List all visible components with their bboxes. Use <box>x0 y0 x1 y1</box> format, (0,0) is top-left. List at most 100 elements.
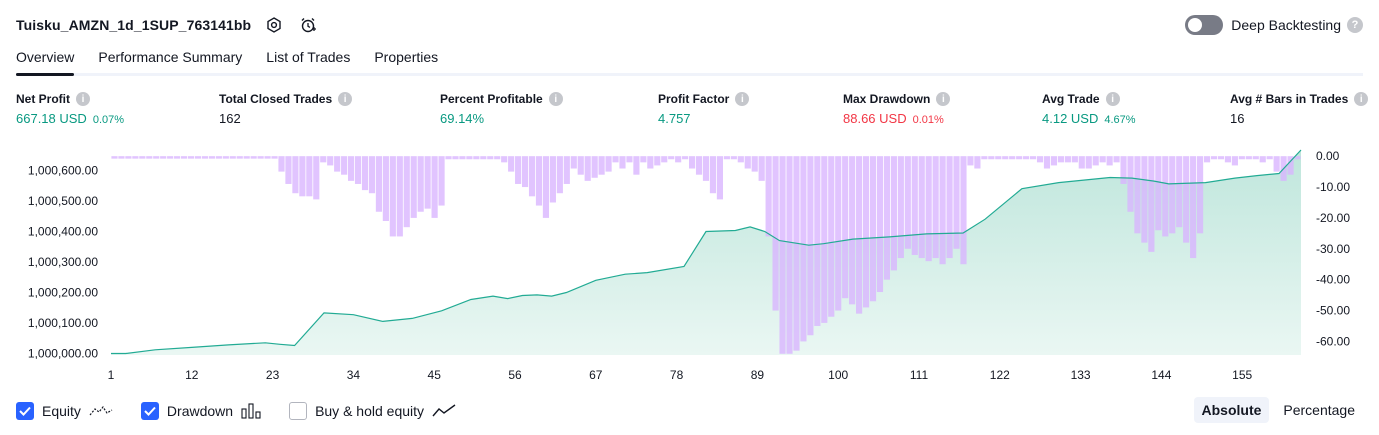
drawdown-bar <box>341 156 348 175</box>
left-axis-tick-label: 1,000,200.00 <box>28 286 98 300</box>
info-icon[interactable]: i <box>548 92 563 106</box>
info-icon[interactable]: i <box>1354 92 1369 106</box>
tab-overview[interactable]: Overview <box>16 46 75 76</box>
right-axis-tick-label: -40.00 <box>1316 273 1350 287</box>
drawdown-bar <box>723 156 730 160</box>
drawdown-bar <box>695 156 703 175</box>
drawdown-bar <box>243 156 250 159</box>
drawdown-bar <box>856 156 863 314</box>
info-icon[interactable]: i <box>936 92 951 106</box>
x-axis-tick-label: 89 <box>751 368 765 382</box>
max-drawdown-label: Max Drawdown <box>843 92 931 106</box>
metric-max-drawdown: Max Drawdown i 88.66 USD 0.01% <box>843 92 951 126</box>
metric-profit-factor: Profit Factor i 4.757 <box>658 92 750 126</box>
drawdown-bar <box>111 156 118 159</box>
deep-backtesting-toggle[interactable] <box>1185 15 1224 35</box>
strategy-title: Tuisku_AMZN_1d_1SUP_763141bb <box>16 17 252 33</box>
left-axis-tick-label: 1,000,400.00 <box>28 225 98 239</box>
equity-drawdown-chart[interactable]: 1,000,000.00 1,000,100.00 1,000,200.00 1,00… <box>0 140 1379 390</box>
check-icon <box>144 406 156 416</box>
drawdown-bar <box>466 156 473 160</box>
x-axis-tick-label: 23 <box>266 368 280 382</box>
metrics-row: Net Profit i 667.18 USD 0.07% Total Closed… <box>16 92 1369 132</box>
question-icon[interactable]: ? <box>1347 17 1363 33</box>
bar-chart-icon <box>241 403 261 419</box>
legend-buy-hold[interactable]: Buy & hold equity <box>289 402 456 420</box>
drawdown-bar <box>1016 156 1023 160</box>
drawdown-bar <box>995 156 1002 160</box>
drawdown-bar <box>480 156 487 160</box>
drawdown-bar <box>730 156 737 160</box>
drawdown-label: Drawdown <box>166 403 234 419</box>
metric-label: Net Profit i <box>16 92 124 106</box>
drawdown-bar <box>515 156 522 184</box>
drawdown-bar <box>194 156 202 159</box>
drawdown-checkbox[interactable] <box>140 402 159 420</box>
percentage-button[interactable]: Percentage <box>1283 402 1355 418</box>
drawdown-bar <box>1273 156 1280 172</box>
drawdown-bar <box>542 156 550 218</box>
drawdown-bar <box>744 156 751 169</box>
info-icon[interactable]: i <box>1105 92 1120 106</box>
drawdown-bar <box>1030 156 1037 160</box>
total-closed-trades-label: Total Closed Trades <box>219 92 333 106</box>
left-axis-tick-label: 1,000,100.00 <box>28 316 98 330</box>
drawdown-bar <box>215 156 222 159</box>
drawdown-bar <box>1009 156 1016 160</box>
drawdown-bar <box>375 156 382 212</box>
drawdown-bar <box>327 156 334 166</box>
info-icon[interactable]: i <box>338 92 353 106</box>
drawdown-bar <box>946 156 953 259</box>
drawdown-bar <box>229 156 236 159</box>
buy-hold-checkbox[interactable] <box>289 402 308 420</box>
drawdown-bar <box>396 156 403 237</box>
drawdown-bar <box>1210 156 1218 160</box>
drawdown-bar <box>389 156 396 237</box>
drawdown-bar <box>1057 156 1064 163</box>
drawdown-bar <box>187 156 195 159</box>
drawdown-bar <box>939 156 946 265</box>
drawdown-bar <box>1043 156 1051 169</box>
tab-list-of-trades[interactable]: List of Trades <box>266 49 351 65</box>
avg-trade-pct: 4.67% <box>1104 114 1136 126</box>
metric-label: Profit Factor i <box>658 92 750 106</box>
drawdown-bar <box>348 156 355 181</box>
drawdown-bar <box>807 156 814 336</box>
drawdown-bar <box>1134 156 1141 234</box>
drawdown-bar <box>661 156 668 163</box>
drawdown-bar <box>786 156 793 354</box>
drawdown-bar <box>598 156 605 175</box>
gear-icon[interactable] <box>263 14 285 36</box>
percent-profitable-value: 69.14% <box>440 111 485 126</box>
info-icon[interactable]: i <box>76 92 90 106</box>
drawdown-bar <box>932 156 939 259</box>
deep-backtesting-label: Deep Backtesting <box>1231 17 1341 33</box>
alarm-clock-icon[interactable] <box>297 14 319 36</box>
drawdown-bar <box>410 156 417 218</box>
strategy-header: Tuisku_AMZN_1d_1SUP_763141bb <box>16 12 319 38</box>
gear-icon-graphic <box>267 17 281 33</box>
tab-performance-summary[interactable]: Performance Summary <box>98 49 243 65</box>
info-icon[interactable]: i <box>735 92 750 106</box>
absolute-button[interactable]: Absolute <box>1193 397 1270 423</box>
left-axis-tick-label: 1,000,600.00 <box>28 163 98 177</box>
equity-checkbox[interactable] <box>16 402 34 420</box>
drawdown-bar <box>501 156 508 163</box>
x-axis-tick-label: 67 <box>589 368 603 382</box>
drawdown-bar <box>862 156 870 308</box>
x-axis-tick-label: 144 <box>1151 368 1171 382</box>
drawdown-bar <box>160 156 167 159</box>
legend-equity[interactable]: Equity <box>16 402 113 420</box>
drawdown-bar <box>1085 156 1092 169</box>
drawdown-bar <box>201 156 209 159</box>
drawdown-bar <box>313 156 320 200</box>
max-drawdown-pct: 0.01% <box>912 114 944 126</box>
drawdown-bar <box>431 156 438 218</box>
tab-properties[interactable]: Properties <box>374 49 439 65</box>
x-axis-tick-label: 100 <box>828 368 848 382</box>
drawdown-bar <box>1036 156 1044 163</box>
metric-total-closed-trades: Total Closed Trades i 162 <box>219 92 353 126</box>
drawdown-bar <box>605 156 612 172</box>
legend-drawdown[interactable]: Drawdown <box>140 402 261 420</box>
drawdown-bar <box>1245 156 1252 160</box>
